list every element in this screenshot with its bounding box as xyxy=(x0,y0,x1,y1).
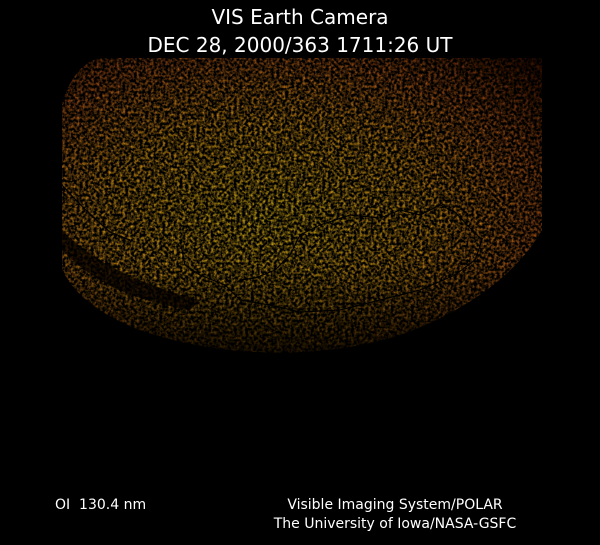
earth-image xyxy=(62,58,542,353)
credit-line: Visible Imaging System/POLAR xyxy=(287,497,503,513)
timestamp: DEC 28, 2000/363 1711:26 UT xyxy=(148,33,454,57)
credit-line: The University of Iowa/NASA-GSFC xyxy=(273,516,517,532)
coastline xyxy=(61,184,483,313)
wavelength: OI 130.4 nm xyxy=(55,497,146,513)
title: VIS Earth Camera xyxy=(211,5,388,29)
